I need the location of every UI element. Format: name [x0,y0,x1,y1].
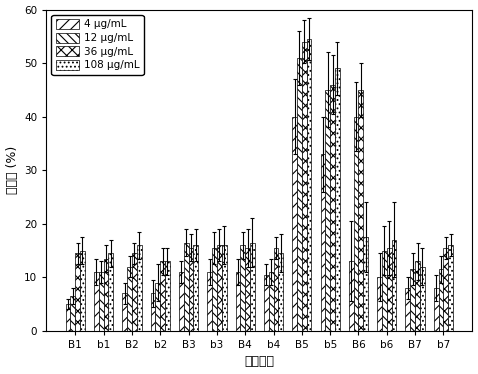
Bar [99,272,104,331]
Bar [420,267,425,331]
Bar [132,253,137,331]
Y-axis label: 抑制率 (%): 抑制率 (%) [6,146,19,194]
Bar [264,275,269,331]
Bar [349,261,354,331]
Bar [434,288,439,331]
Bar [330,85,335,331]
Bar [444,248,448,331]
Bar [302,42,307,331]
Bar [387,248,391,331]
Bar [222,245,227,331]
Bar [250,242,255,331]
Bar [179,272,184,331]
Bar [122,293,127,331]
Bar [405,288,410,331]
Bar [80,251,85,331]
X-axis label: 表位多肽: 表位多肽 [244,355,274,368]
Bar [94,272,99,331]
Bar [410,269,415,331]
Bar [439,269,444,331]
Bar [127,267,132,331]
Bar [273,248,278,331]
Bar [297,58,302,331]
Bar [335,68,340,331]
Bar [415,261,420,331]
Bar [358,90,363,331]
Bar [307,39,312,331]
Bar [269,272,273,331]
Bar [165,261,170,331]
Bar [382,251,387,331]
Bar [240,245,245,331]
Bar [377,277,382,331]
Bar [207,272,212,331]
Bar [137,245,141,331]
Bar [70,296,75,331]
Bar [217,245,222,331]
Bar [245,248,250,331]
Bar [160,261,165,331]
Bar [391,240,396,331]
Bar [188,248,194,331]
Bar [292,117,297,331]
Bar [363,237,368,331]
Bar [65,304,70,331]
Bar [278,253,283,331]
Bar [184,242,188,331]
Bar [448,245,453,331]
Bar [155,283,160,331]
Bar [321,154,326,331]
Bar [326,90,330,331]
Bar [151,293,155,331]
Bar [194,245,198,331]
Bar [212,248,217,331]
Bar [109,253,113,331]
Bar [75,253,80,331]
Bar [354,117,358,331]
Bar [236,272,240,331]
Legend: 4 μg/mL, 12 μg/mL, 36 μg/mL, 108 μg/mL: 4 μg/mL, 12 μg/mL, 36 μg/mL, 108 μg/mL [52,15,143,75]
Bar [104,258,109,331]
